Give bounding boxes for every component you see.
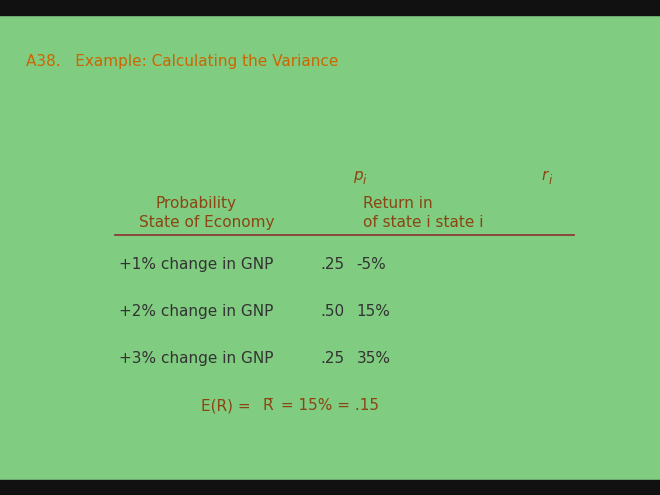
- Text: +3% change in GNP: +3% change in GNP: [119, 351, 273, 366]
- Text: Return in: Return in: [363, 196, 432, 210]
- Text: .25: .25: [320, 351, 345, 366]
- Text: +2% change in GNP: +2% change in GNP: [119, 304, 273, 319]
- Text: of state i state i: of state i state i: [363, 215, 484, 230]
- Text: E(R) =: E(R) =: [201, 398, 256, 413]
- Text: -5%: -5%: [356, 257, 386, 272]
- Text: +1% change in GNP: +1% change in GNP: [119, 257, 273, 272]
- Text: State of Economy: State of Economy: [139, 215, 274, 230]
- Text: i: i: [548, 174, 552, 187]
- Text: r: r: [541, 168, 547, 183]
- Text: 35%: 35%: [356, 351, 391, 366]
- Text: R̅: R̅: [263, 398, 273, 413]
- Text: = 15% = .15: = 15% = .15: [276, 398, 379, 413]
- Text: Probability: Probability: [155, 196, 236, 210]
- Text: 15%: 15%: [356, 304, 390, 319]
- Text: i: i: [362, 174, 366, 187]
- Text: p: p: [353, 168, 363, 183]
- Text: .50: .50: [320, 304, 345, 319]
- Text: .25: .25: [320, 257, 345, 272]
- Text: A38.   Example: Calculating the Variance: A38. Example: Calculating the Variance: [26, 54, 339, 69]
